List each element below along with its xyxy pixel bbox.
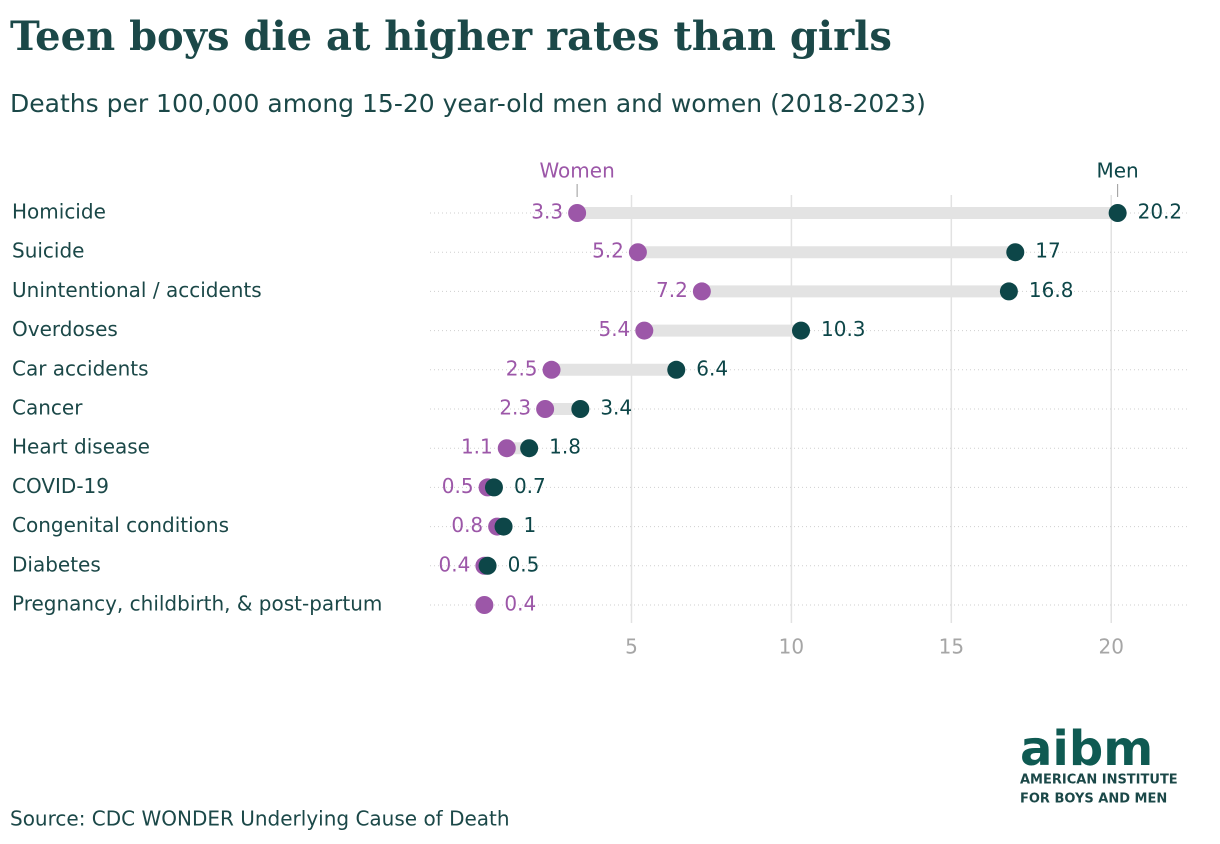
- women-dot: [475, 596, 494, 614]
- men-dot: [792, 321, 811, 340]
- category-label: Heart disease: [12, 435, 150, 459]
- category-label: Car accidents: [12, 356, 149, 380]
- women-dot: [628, 243, 647, 262]
- men-dot: [571, 400, 590, 418]
- logo-mark: aibm: [1020, 721, 1153, 777]
- chart-title: Teen boys die at higher rates than girls: [10, 13, 892, 60]
- value-label: 0.5: [442, 474, 474, 498]
- category-label: Suicide: [12, 239, 84, 263]
- men-dot: [1108, 204, 1127, 222]
- value-label: 5.4: [598, 317, 630, 341]
- men-dot: [494, 517, 513, 536]
- women-dot: [635, 321, 654, 340]
- women-dot: [497, 439, 516, 458]
- category-label: Pregnancy, childbirth, & post-partum: [12, 592, 382, 616]
- value-label: 20.2: [1138, 200, 1183, 224]
- value-label: 16.8: [1029, 278, 1074, 302]
- men-dot: [667, 360, 686, 379]
- value-label: 0.5: [508, 552, 540, 576]
- category-label: COVID-19: [12, 474, 109, 498]
- legend-label: Women: [539, 159, 614, 183]
- source: Source: CDC WONDER Underlying Cause of D…: [10, 807, 510, 831]
- x-tick-label: 10: [779, 635, 804, 659]
- women-dot: [542, 360, 561, 379]
- value-label: 0.8: [451, 513, 483, 537]
- women-dot: [692, 282, 711, 301]
- men-dot: [478, 556, 497, 575]
- value-label: 1.1: [461, 435, 493, 459]
- men-dot: [484, 478, 503, 497]
- category-label: Congenital conditions: [12, 513, 229, 537]
- value-label: 2.3: [499, 396, 531, 420]
- value-label: 17: [1035, 239, 1060, 263]
- value-label: 0.7: [514, 474, 546, 498]
- value-label: 1.8: [549, 435, 581, 459]
- value-label: 2.5: [506, 356, 538, 380]
- legend-label: Men: [1097, 159, 1139, 183]
- men-dot: [520, 439, 539, 458]
- x-tick-label: 15: [939, 635, 964, 659]
- logo-text: AMERICAN INSTITUTE: [1020, 773, 1178, 788]
- category-label: Cancer: [12, 396, 83, 420]
- men-dot: [999, 282, 1018, 301]
- chart-subtitle: Deaths per 100,000 among 15-20 year-old …: [10, 89, 926, 118]
- category-label: Diabetes: [12, 552, 101, 576]
- x-tick-label: 20: [1099, 635, 1124, 659]
- women-dot: [536, 400, 555, 418]
- value-label: 10.3: [821, 317, 866, 341]
- women-dot: [568, 204, 587, 222]
- x-tick-label: 5: [625, 635, 638, 659]
- value-label: 6.4: [696, 356, 728, 380]
- category-label: Homicide: [12, 200, 106, 224]
- value-label: 1: [524, 513, 537, 537]
- value-label: 3.4: [600, 396, 632, 420]
- logo-text: FOR BOYS AND MEN: [1020, 792, 1167, 807]
- value-label: 5.2: [592, 239, 624, 263]
- value-label: 7.2: [656, 278, 688, 302]
- value-label: 0.4: [439, 552, 471, 576]
- category-label: Unintentional / accidents: [12, 278, 262, 302]
- value-label: 3.3: [531, 200, 563, 224]
- category-label: Overdoses: [12, 317, 118, 341]
- value-label: 0.4: [504, 592, 536, 616]
- men-dot: [1006, 243, 1025, 262]
